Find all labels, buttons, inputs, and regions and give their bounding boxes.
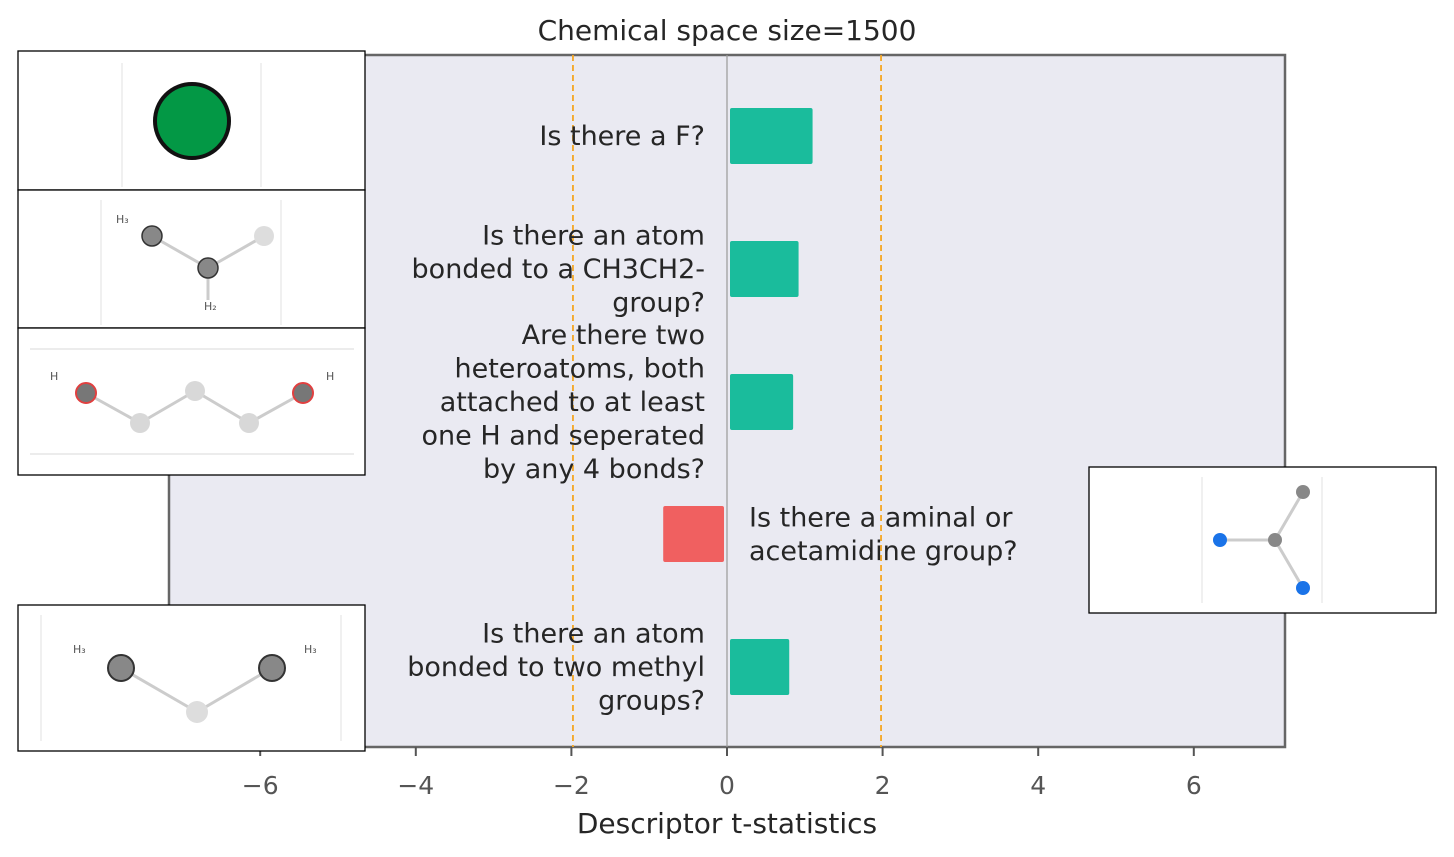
molecule-inset: H₃ H₃: [17, 604, 366, 752]
category-label: Is there a F?: [539, 121, 705, 152]
category-label: Is there a aminal or acetamidine group?: [749, 502, 1018, 567]
atom-label-glyph: H₂: [204, 300, 217, 313]
bar: [730, 639, 790, 695]
molecule-inset: [1088, 466, 1437, 614]
atom-node: [185, 381, 205, 401]
bond-line: [194, 389, 250, 425]
bond-line: [120, 666, 198, 714]
atom-label-glyph: H₃: [304, 643, 317, 656]
x-tick-label: −6: [242, 771, 279, 800]
atom-node: [153, 82, 231, 160]
bar: [730, 108, 813, 164]
atom-node: [107, 654, 135, 682]
atom-node: [197, 257, 219, 279]
bond-line: [1273, 491, 1305, 541]
chart-title: Chemical space size=1500: [538, 14, 917, 47]
atom-node: [239, 413, 259, 433]
atom-label-glyph: H: [50, 370, 58, 383]
atom-node: [130, 413, 150, 433]
atom-label-glyph: H₃: [73, 643, 86, 656]
bond-line: [139, 389, 196, 425]
atom-node: [186, 701, 208, 723]
atom-node: [292, 382, 314, 404]
category-label: Are there two heteroatoms, both attached t…: [422, 320, 706, 485]
inset-frame: [17, 327, 366, 476]
atom-node: [1296, 581, 1310, 595]
bond-line: [1273, 539, 1305, 589]
atom-node: [75, 382, 97, 404]
x-tick-label: 2: [875, 771, 891, 800]
x-tick-label: 0: [719, 771, 735, 800]
category-label: Is there an atom bonded to two methyl grou…: [407, 619, 705, 717]
atom-node: [254, 226, 274, 246]
bar: [730, 374, 794, 430]
x-tick-label: 4: [1030, 771, 1046, 800]
x-tick-label: −2: [553, 771, 590, 800]
molecule-inset: H₃ H₂: [17, 189, 366, 329]
x-tick-label: −4: [397, 771, 434, 800]
x-axis-label: Descriptor t-statistics: [577, 807, 877, 840]
bar: [730, 241, 799, 297]
atom-node: [1213, 533, 1227, 547]
x-tick-label: 6: [1186, 771, 1202, 800]
inset-frame: [17, 604, 366, 752]
atom-label-glyph: H: [326, 370, 334, 383]
bar: [663, 506, 724, 562]
atom-node: [1268, 533, 1282, 547]
atom-node: [258, 654, 286, 682]
bond-line: [196, 666, 273, 714]
molecule-inset: [17, 50, 366, 191]
atom-node: [1296, 485, 1310, 499]
atom-label-glyph: H₃: [116, 213, 129, 226]
category-label: Is there an atom bonded to a CH3CH2-group…: [412, 221, 705, 319]
atom-node: [141, 225, 163, 247]
